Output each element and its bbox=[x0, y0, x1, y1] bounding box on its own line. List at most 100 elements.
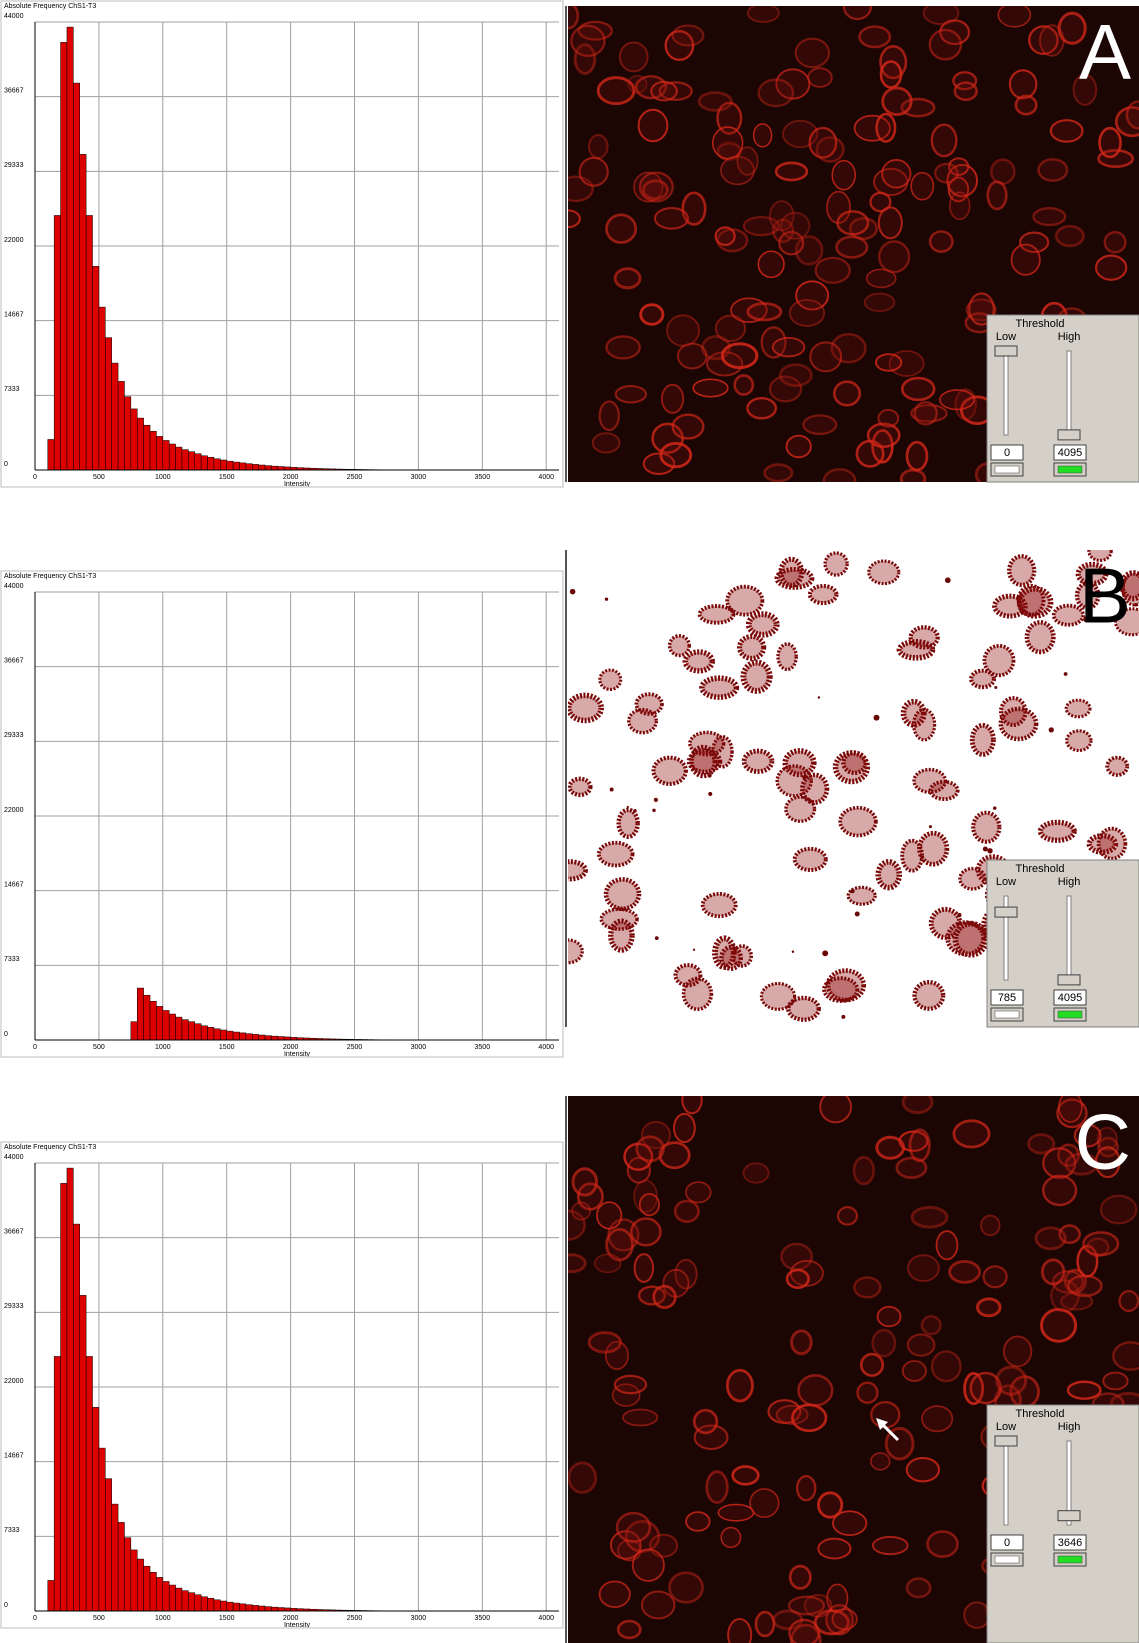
cell bbox=[775, 68, 811, 100]
cell bbox=[997, 6, 1032, 28]
cell bbox=[720, 342, 759, 370]
cell bbox=[878, 240, 911, 274]
speckle bbox=[822, 950, 829, 957]
x-tick-label: 0 bbox=[33, 1615, 37, 1622]
y-tick-label: 22000 bbox=[4, 807, 24, 814]
cell bbox=[1064, 698, 1092, 719]
bar bbox=[264, 1035, 272, 1041]
cell bbox=[1074, 581, 1101, 611]
bar bbox=[245, 1033, 253, 1041]
threshold-title: Threshold bbox=[1016, 863, 1065, 875]
cell bbox=[731, 1465, 760, 1486]
bar bbox=[181, 1590, 189, 1612]
cell bbox=[1082, 1231, 1120, 1257]
speckle bbox=[987, 848, 993, 854]
x-tick-label: 3000 bbox=[411, 1615, 427, 1622]
cell bbox=[1099, 1194, 1138, 1225]
cell bbox=[865, 268, 897, 289]
cell bbox=[594, 1253, 622, 1274]
bar bbox=[194, 1594, 202, 1612]
x-tick-label: 3500 bbox=[475, 1044, 491, 1051]
y-tick-label: 29333 bbox=[4, 732, 24, 739]
cell bbox=[664, 30, 695, 61]
speckle bbox=[854, 911, 860, 917]
slider-knob bbox=[1057, 429, 1081, 441]
cell bbox=[1087, 550, 1113, 563]
x-tick-label: 3000 bbox=[411, 1044, 427, 1051]
high-label: High bbox=[1058, 876, 1081, 888]
bar bbox=[79, 1295, 87, 1612]
cell bbox=[634, 692, 664, 716]
cell bbox=[671, 24, 705, 47]
cell bbox=[1024, 620, 1056, 655]
speckle bbox=[850, 888, 855, 894]
y-tick-label: 29333 bbox=[4, 1303, 24, 1310]
cell bbox=[1014, 94, 1038, 116]
cell bbox=[692, 1408, 719, 1435]
cell bbox=[719, 944, 743, 971]
cell bbox=[871, 1328, 897, 1358]
cell bbox=[1032, 206, 1067, 227]
speckle bbox=[653, 797, 658, 803]
cell bbox=[905, 440, 929, 472]
cell bbox=[1007, 554, 1037, 588]
speckle bbox=[791, 950, 795, 953]
x-tick-label: 1000 bbox=[155, 1044, 171, 1051]
cell bbox=[596, 76, 636, 106]
cell bbox=[745, 611, 780, 638]
bar bbox=[92, 1407, 100, 1612]
x-tick-label: 2000 bbox=[283, 1615, 299, 1622]
cell bbox=[910, 171, 935, 201]
bar bbox=[181, 1019, 189, 1041]
cell bbox=[836, 210, 870, 236]
bar bbox=[143, 1565, 151, 1612]
chart-frame bbox=[0, 1141, 564, 1629]
cell bbox=[858, 25, 892, 49]
bar bbox=[232, 1031, 240, 1041]
bar bbox=[200, 455, 208, 471]
cell bbox=[1059, 1292, 1094, 1311]
cell bbox=[795, 280, 830, 311]
bar bbox=[258, 1034, 266, 1041]
speckle bbox=[873, 714, 880, 721]
cell bbox=[948, 191, 971, 221]
cell bbox=[952, 1119, 991, 1149]
cell bbox=[896, 639, 936, 661]
cell bbox=[1027, 1133, 1056, 1155]
cell bbox=[673, 1199, 700, 1223]
y-tick-label: 0 bbox=[4, 461, 8, 468]
y-tick-label: 14667 bbox=[4, 882, 24, 889]
cell bbox=[906, 1333, 936, 1357]
bar bbox=[149, 1572, 157, 1612]
slider-track bbox=[1066, 1440, 1072, 1526]
cell bbox=[822, 976, 860, 1003]
x-axis-label: Intensity bbox=[284, 481, 311, 488]
cell bbox=[928, 28, 963, 61]
bar bbox=[136, 417, 144, 471]
cell bbox=[895, 1156, 928, 1180]
x-tick-label: 2500 bbox=[347, 1044, 363, 1051]
slider-knob bbox=[994, 1435, 1018, 1447]
cell bbox=[697, 91, 733, 112]
speckle bbox=[1048, 727, 1054, 733]
bar bbox=[232, 461, 240, 471]
value-box bbox=[990, 444, 1024, 461]
cell bbox=[673, 1112, 696, 1144]
y-tick-label: 44000 bbox=[4, 13, 24, 20]
cell bbox=[1002, 1335, 1033, 1368]
cell bbox=[641, 179, 669, 201]
bar bbox=[149, 1001, 157, 1041]
cell bbox=[875, 112, 897, 143]
y-tick-label: 36667 bbox=[4, 1229, 24, 1236]
bar bbox=[136, 987, 144, 1041]
bar bbox=[168, 443, 176, 471]
cell bbox=[1072, 73, 1098, 106]
cell bbox=[697, 604, 736, 625]
cell bbox=[939, 389, 975, 411]
y-tick-label: 44000 bbox=[4, 1154, 24, 1161]
bar bbox=[105, 337, 112, 471]
color-swatch-fill bbox=[994, 465, 1020, 474]
cell bbox=[571, 1167, 599, 1197]
cell bbox=[720, 1526, 742, 1549]
y-tick-label: 29333 bbox=[4, 162, 24, 169]
